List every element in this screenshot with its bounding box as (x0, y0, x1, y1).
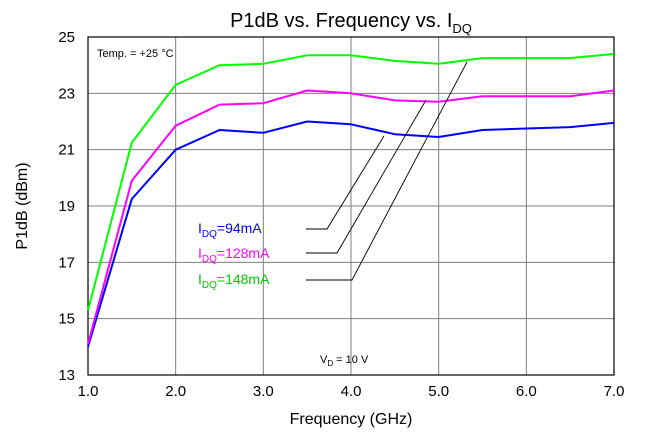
y-tick-label: 23 (58, 85, 75, 102)
y-tick-label: 13 (58, 367, 75, 384)
chart-title-main: P1dB vs. Frequency vs. I (230, 10, 452, 32)
y-axis-label: P1dB (dBm) (14, 162, 31, 249)
x-tick-label: 7.0 (604, 383, 625, 400)
leader-line-128ma (306, 99, 427, 254)
chart-title: P1dB vs. Frequency vs. IDQ (230, 10, 472, 36)
y-tick-label: 17 (58, 254, 75, 271)
grid (88, 37, 614, 375)
y-tick-label: 19 (58, 198, 75, 215)
x-tick-label: 4.0 (341, 383, 362, 400)
y-tick-label: 25 (58, 29, 75, 46)
x-tick-label: 5.0 (428, 383, 449, 400)
vd-annotation-suffix: = 10 V (333, 354, 369, 366)
legend-label-148ma: IDQ=148mA (198, 271, 270, 291)
vd-annotation-prefix: V (320, 354, 328, 366)
leader-line-94ma (306, 135, 385, 230)
plot-frame (87, 36, 615, 376)
x-tick-label: 1.0 (78, 383, 99, 400)
chart-title-subscript: DQ (452, 21, 472, 36)
x-tick-labels: 1.0 2.0 3.0 4.0 5.0 6.0 7.0 (78, 383, 625, 400)
legend-label-128ma: IDQ=128mA (198, 245, 270, 265)
temperature-annotation: Temp. = +25 °C (97, 48, 174, 60)
series-line-128ma (87, 89, 615, 345)
series-line-94ma (87, 120, 615, 348)
series-group (87, 52, 615, 348)
x-tick-label: 3.0 (253, 383, 274, 400)
vd-annotation: VD = 10 V (320, 354, 369, 368)
y-tick-label: 21 (58, 142, 75, 159)
y-tick-label: 15 (58, 311, 75, 328)
legend: IDQ=94mA IDQ=128mA IDQ=148mA (198, 220, 270, 291)
x-tick-label: 6.0 (516, 383, 537, 400)
leader-line-148ma (306, 61, 468, 281)
legend-label-94ma: IDQ=94mA (198, 220, 262, 240)
vd-annotation-subscript: D (327, 359, 333, 368)
x-axis-label: Frequency (GHz) (290, 411, 413, 428)
x-tick-label: 2.0 (165, 383, 186, 400)
legend-leader-lines (306, 61, 468, 281)
y-tick-labels: 13 15 17 19 21 23 25 (58, 29, 75, 384)
